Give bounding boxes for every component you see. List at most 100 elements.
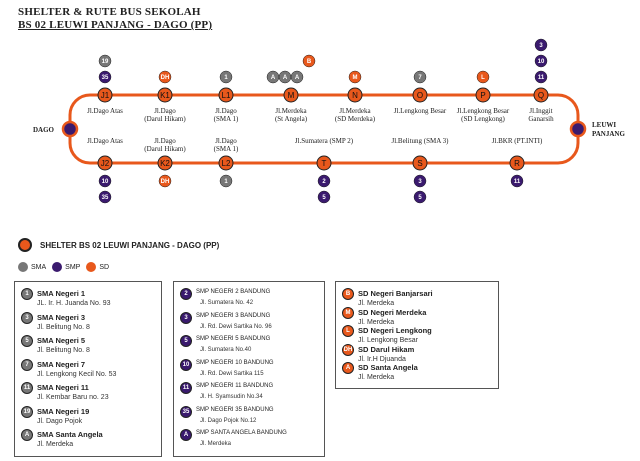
- legend-key-sd: SD: [86, 262, 109, 272]
- legend-shelter-label: SHELTER BS 02 LEUWI PANJANG - DAGO (PP): [40, 241, 220, 250]
- school-badge: [98, 190, 112, 204]
- school-badge-code: 19: [102, 59, 109, 65]
- stop-label: Jl.Merdeka: [275, 107, 307, 115]
- sd-list: B SD Negeri Banjarsari Jl. Merdeka M SD Nege…: [335, 281, 499, 389]
- school-badge: [348, 70, 362, 84]
- school-name: SMP NEGERI 3 BANDUNG: [196, 312, 271, 319]
- stop-label: Jl.Belitung (SMA 3): [392, 137, 450, 145]
- school-name: SMA Negeri 3: [37, 312, 86, 322]
- school-address: Jl. Ir.H Djuanda: [358, 355, 406, 363]
- school-name: SMA Negeri 1: [37, 289, 86, 298]
- stop-code: L2: [222, 159, 231, 168]
- stop-j2: J2 Jl.Dago Atas 10 35: [87, 137, 123, 204]
- school-badge: [317, 174, 331, 188]
- school-badge: M: [342, 306, 354, 319]
- school-badge: [413, 174, 427, 188]
- school-badge-code: 5: [322, 195, 326, 201]
- school-badge-code: DH: [161, 179, 170, 185]
- stop-label: Jl.Dago: [154, 137, 176, 145]
- stop-code: K2: [160, 159, 170, 168]
- stop-t: T Jl.Sumatera (SMP 2) 2 5: [295, 137, 354, 204]
- stop-marker: [218, 87, 234, 103]
- route-title: BS 02 LEUWI PANJANG - DAGO (PP): [18, 19, 213, 31]
- school-address: Jl. Rd. Dewi Sartika 115: [200, 370, 264, 377]
- terminal-dago: [61, 120, 79, 138]
- school-address: Jl. Dago Pojok No.12: [200, 417, 257, 424]
- stop-sublabel: (St Angela): [275, 115, 308, 123]
- school-badge: [317, 190, 331, 204]
- school-name: SD Negeri Merdeka: [358, 307, 427, 317]
- school-badge-code: 11: [538, 75, 545, 81]
- school-address: Jl. Merdeka: [200, 441, 232, 447]
- school-address: JL. Ir. H. Juanda No. 93: [37, 300, 111, 307]
- map-title: SHELTER & RUTE BUS SEKOLAH: [18, 6, 201, 18]
- school-badge: B: [342, 288, 354, 300]
- school-badge-code: 1: [224, 179, 228, 185]
- stop-code: J1: [101, 91, 110, 100]
- school-badge: 35: [180, 405, 192, 418]
- terminal-right-label-2: PANJANG: [592, 130, 625, 138]
- smp-list: 2 SMP NEGERI 2 BANDUNG Jl. Sumatera No. 42…: [173, 281, 325, 457]
- stop-code: P: [480, 91, 485, 100]
- school-name: SMA Santa Angela: [37, 430, 103, 439]
- school-name: SMP SANTA ANGELA BANDUNG: [196, 430, 287, 436]
- school-badge-code: 1: [224, 75, 228, 81]
- school-badge: 7: [21, 358, 33, 371]
- stop-sublabel: (Darul Hikam): [144, 145, 186, 153]
- school-badge-code: A: [271, 75, 276, 81]
- stop-r: R Jl.BKR (PT.INTI) 11: [492, 137, 543, 188]
- stop-marker: [509, 155, 525, 171]
- stop-label: Jl.Merdeka: [339, 107, 371, 115]
- stop-code: L1: [222, 91, 231, 100]
- school-name: SMA Negeri 11: [37, 383, 89, 392]
- school-badge: [534, 54, 548, 68]
- school-name: SMP NEGERI 10 BANDUNG: [196, 359, 274, 366]
- school-name: SD Negeri Banjarsari: [358, 289, 433, 298]
- legend-key-label: SMA: [31, 263, 47, 271]
- school-badge-code: 7: [418, 75, 422, 81]
- school-badge: 19: [21, 405, 33, 418]
- school-badge: [98, 54, 112, 68]
- school-address: Jl. Merdeka: [358, 300, 395, 307]
- school-badge: 3: [180, 311, 192, 324]
- stop-marker: [347, 87, 363, 103]
- school-badge: 10: [180, 358, 192, 371]
- school-name: SMA Negeri 5: [37, 336, 86, 345]
- school-badge-code: 11: [514, 179, 521, 185]
- stop-label: Jl.Dago Atas: [87, 137, 123, 145]
- stop-n: N Jl.Merdeka(SD Merdeka) M: [335, 70, 376, 123]
- school-badge: [534, 70, 548, 84]
- stop-sublabel: Ganarsih: [528, 115, 554, 123]
- stop-sublabel: (SMA 1): [214, 115, 239, 123]
- stop-j1: J1 Jl.Dago Atas 35 19: [87, 54, 123, 115]
- stop-label: Jl.Sumatera (SMP 2): [295, 137, 354, 145]
- stop-code: M: [288, 91, 295, 100]
- legend-key: SMA SMP SD: [18, 262, 109, 272]
- school-name: SMA Negeri 19: [37, 406, 90, 416]
- stop-code: N: [352, 91, 358, 100]
- school-address: Jl. Rd. Dewi Sartika No. 96: [200, 323, 272, 330]
- stop-code: O: [417, 91, 423, 100]
- legend-key-label: SD: [99, 263, 110, 271]
- stop-marker: [533, 87, 549, 103]
- stop-k2: K2 Jl.Dago(Darul Hikam) DH: [144, 137, 186, 188]
- stop-o: O Jl.Lengkong Besar 7: [394, 70, 447, 115]
- school-badge: [219, 70, 233, 84]
- stop-l1: L1 Jl.Dago(SMA 1) 1: [214, 70, 239, 123]
- school-name: SD Negeri Lengkong: [358, 326, 432, 335]
- terminal-leuwi-panjang: [569, 120, 587, 138]
- legend-shelter-icon: [18, 238, 32, 252]
- stop-label: Jl.Lengkong Besar: [457, 107, 510, 115]
- school-badge-code: A: [283, 75, 288, 81]
- stop-label: Jl.Inggit: [529, 107, 552, 115]
- stop-marker: [283, 87, 299, 103]
- school-badge: 3: [21, 311, 33, 324]
- school-badge: [476, 70, 490, 84]
- school-address: Jl. Lengkong Kecil No. 53: [37, 370, 117, 378]
- stop-label: Jl.Dago: [215, 137, 237, 145]
- stop-label: Jl.Dago: [215, 107, 237, 115]
- legend-key-sma: SMA: [18, 262, 46, 272]
- school-name: SMP NEGERI 35 BANDUNG: [196, 406, 274, 413]
- stop-sublabel: (SD Merdeka): [335, 115, 376, 123]
